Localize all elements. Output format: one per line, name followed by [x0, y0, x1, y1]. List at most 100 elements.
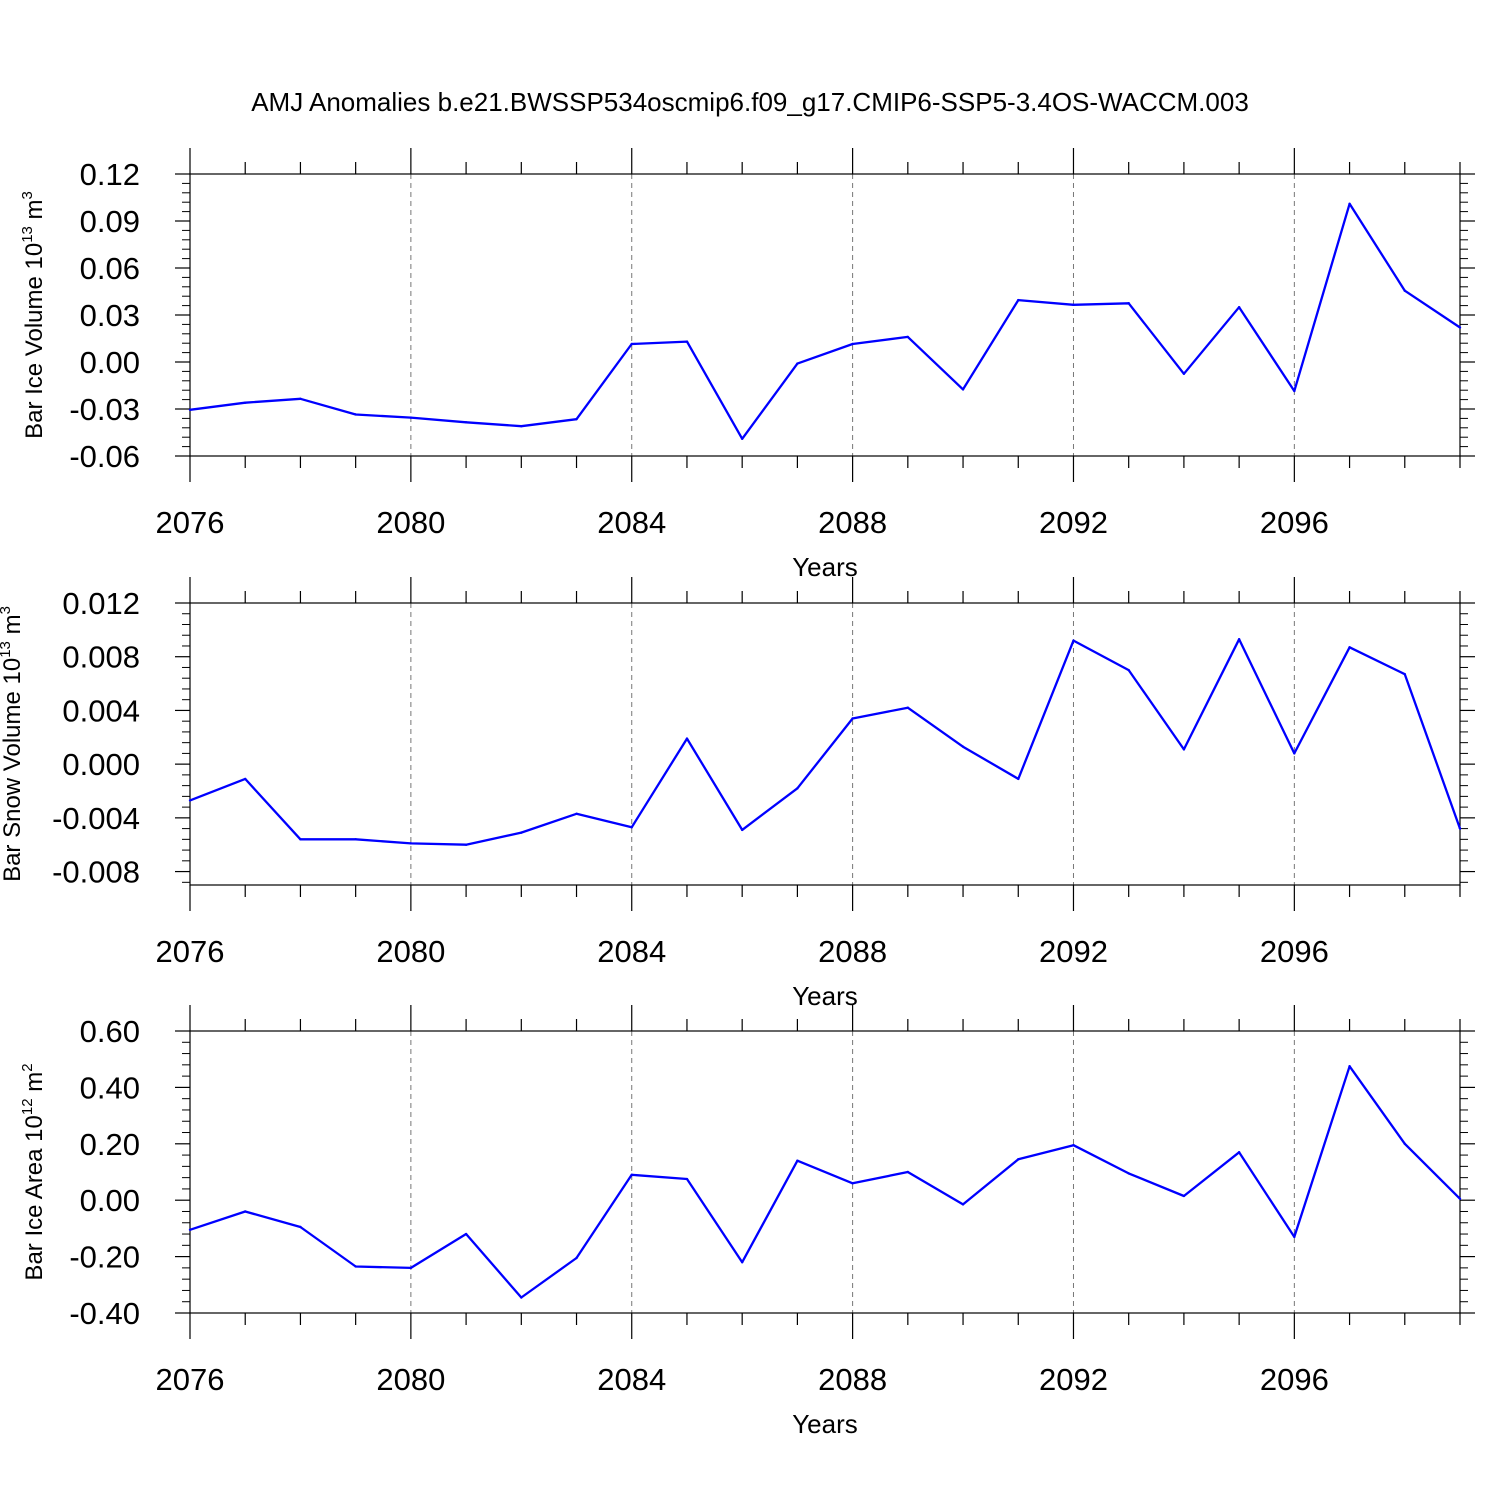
data-point: [851, 342, 854, 346]
data-point: [906, 335, 910, 339]
data-point: [851, 1182, 854, 1185]
y-tick-label: 0.004: [62, 693, 140, 728]
x-tick-label: 2076: [156, 1362, 225, 1397]
data-point: [244, 401, 247, 404]
data-point: [354, 413, 357, 416]
data-point: [575, 417, 578, 421]
x-axis-label: Years: [792, 981, 858, 1011]
data-point: [575, 812, 578, 816]
data-point: [1348, 1065, 1351, 1068]
data-point: [1182, 1194, 1186, 1198]
data-point: [1403, 1142, 1406, 1146]
y-tick-label: 0.000: [62, 747, 140, 782]
data-point: [1017, 298, 1020, 302]
y-axis-label: Bar Ice Volume 1013 m3: [19, 191, 48, 439]
data-point: [851, 717, 854, 720]
data-point: [1403, 672, 1406, 676]
y-axis-label-text: Bar Snow Volume 10: [0, 658, 26, 882]
panel-3: 0.60 0.40 0.20 0.00 -0.20 -0.40 2076 2080 2084 20…: [19, 1005, 1475, 1439]
y-tick-label: 0.00: [80, 1183, 140, 1218]
data-point: [630, 826, 633, 829]
data-point: [1127, 668, 1130, 672]
data-point: [740, 828, 744, 832]
data-point: [464, 843, 468, 846]
data-point: [1072, 303, 1075, 307]
y-tick-label: 0.12: [80, 157, 140, 192]
data-point: [464, 1232, 468, 1236]
data-point: [520, 831, 523, 834]
y-tick-label: 0.012: [62, 586, 140, 621]
series-line: [189, 202, 1461, 440]
plot-frame: [189, 173, 1461, 457]
data-point: [1127, 302, 1130, 305]
y-tick-label: -0.004: [52, 801, 140, 836]
data-point: [630, 342, 633, 346]
y-axis-label-unit: m: [21, 1072, 48, 1099]
data-point: [1072, 1144, 1075, 1147]
data-point: [740, 437, 744, 440]
data-point: [1293, 1235, 1296, 1239]
y-tick-label: 0.09: [80, 204, 140, 239]
y-tick-label: 0.008: [62, 640, 140, 675]
data-point: [575, 1256, 578, 1260]
data-point: [961, 745, 965, 748]
x-tick-label: 2080: [376, 1362, 445, 1397]
x-tick-label: 2076: [156, 934, 225, 969]
data-point: [299, 397, 302, 401]
x-tick-label: 2092: [1039, 505, 1108, 540]
x-tick-label: 2088: [818, 505, 887, 540]
data-point: [1182, 372, 1186, 375]
y-axis-label-text: Bar Ice Area 10: [21, 1115, 48, 1280]
x-tick-label: 2076: [156, 505, 225, 540]
data-point: [1127, 1172, 1130, 1175]
series-line: [189, 638, 1462, 846]
data-point: [188, 799, 192, 802]
y-tick-label: 0.06: [80, 251, 140, 286]
y-tick-label: 0.40: [80, 1070, 140, 1105]
y-axis-label-unit-exponent: 3: [0, 606, 14, 614]
data-point: [796, 787, 799, 790]
page-title: AMJ Anomalies b.e21.BWSSP534oscmip6.f09_…: [251, 87, 1249, 117]
x-tick-label: 2088: [818, 934, 887, 969]
y-tick-label: -0.03: [69, 392, 140, 427]
data-point: [685, 340, 689, 343]
data-point: [1237, 638, 1241, 641]
x-tick-label: 2084: [597, 934, 666, 969]
data-point: [409, 842, 413, 845]
x-tick-label: 2084: [597, 505, 666, 540]
data-point: [299, 1225, 302, 1229]
series-line: [189, 1065, 1461, 1299]
x-tick-label: 2088: [818, 1362, 887, 1397]
data-point: [630, 1173, 633, 1177]
y-tick-label: 0.03: [80, 298, 140, 333]
data-point: [1182, 748, 1186, 751]
data-point: [1237, 1151, 1241, 1154]
data-point: [1072, 639, 1075, 642]
data-point: [796, 362, 799, 365]
plot-frame: [189, 1030, 1461, 1314]
data-point: [188, 408, 192, 411]
x-axis-label: Years: [792, 552, 858, 582]
y-axis-label-unit-exponent: 3: [19, 191, 36, 199]
panel-2: 0.012 0.008 0.004 0.000 -0.004 -0.008 2076 2080…: [0, 577, 1475, 1011]
y-axis-label: Bar Ice Area 1012 m2: [19, 1063, 48, 1280]
y-tick-label: -0.40: [69, 1296, 140, 1331]
y-axis-label-exponent: 13: [0, 641, 14, 658]
data-point: [961, 1203, 965, 1206]
data-point: [906, 1170, 910, 1174]
data-point: [1458, 1197, 1462, 1200]
data-point: [796, 1159, 799, 1162]
y-axis-label: Bar Snow Volume 1013 m3: [0, 606, 26, 882]
x-tick-label: 2080: [376, 505, 445, 540]
data-point: [520, 425, 523, 428]
y-tick-label: -0.06: [69, 439, 140, 474]
data-point: [409, 416, 413, 419]
y-tick-label: 0.20: [80, 1127, 140, 1162]
y-axis-label-unit-exponent: 2: [19, 1063, 36, 1071]
data-point: [1017, 1158, 1020, 1161]
data-point: [354, 1265, 357, 1268]
y-axis-label-unit: m: [21, 199, 48, 226]
data-point: [1293, 389, 1296, 393]
data-point: [244, 777, 247, 781]
